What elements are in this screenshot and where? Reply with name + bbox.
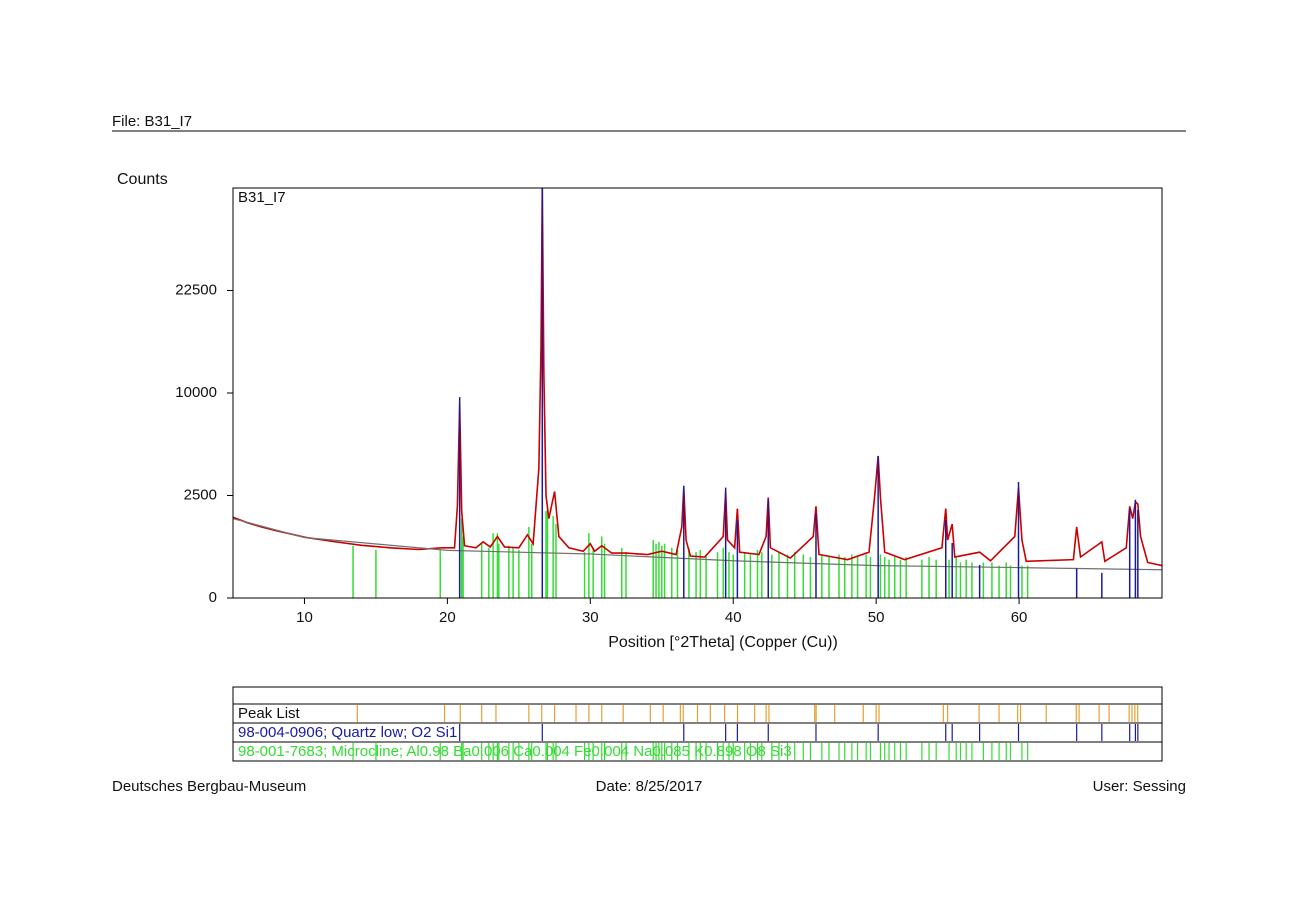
footer-right: User: Sessing: [1093, 778, 1186, 795]
reference-panel: Peak List 98-004-0906; Quartz low; O2 Si1…: [232, 686, 1163, 762]
plot-area: [233, 188, 1162, 598]
x-tick-label: 50: [868, 609, 885, 626]
chart-title: B31_I7: [238, 189, 286, 206]
x-tick-label: 60: [1011, 609, 1028, 626]
footer-left: Deutsches Bergbau-Museum: [112, 778, 306, 795]
x-tick-label: 10: [296, 609, 313, 626]
profile-line: [233, 518, 1162, 571]
x-tick-label: 20: [439, 609, 456, 626]
y-tick-label: 2500: [184, 486, 217, 503]
reference-name: 98-004-0906; Quartz low; O2 Si1: [238, 724, 457, 741]
reference-row: [352, 743, 1029, 760]
profile-line: [233, 188, 1162, 567]
reference-name: 98-001-7683; Microcline; Al0.98 Ba0.006 …: [238, 743, 792, 760]
y-tick-label: 22500: [175, 281, 217, 298]
axes: 0 2500 10000 22500 10 20 30 40 50 60: [175, 281, 1027, 626]
plot-frame: [232, 187, 1163, 599]
file-label: File: B31_I7: [112, 113, 192, 130]
y-tick-label: 10000: [175, 384, 217, 401]
reference-row: [459, 724, 1139, 741]
x-tick-label: 30: [582, 609, 599, 626]
y-tick-label: 0: [209, 589, 217, 606]
x-tick-label: 40: [725, 609, 742, 626]
footer-center: Date: 8/25/2017: [596, 778, 703, 795]
reference-row: [356, 705, 1139, 722]
x-axis-label: Position [°2Theta] (Copper (Cu)): [608, 634, 838, 651]
panel-frame: [232, 686, 1163, 762]
y-axis-label: Counts: [117, 171, 168, 188]
reference-name: Peak List: [238, 705, 301, 722]
